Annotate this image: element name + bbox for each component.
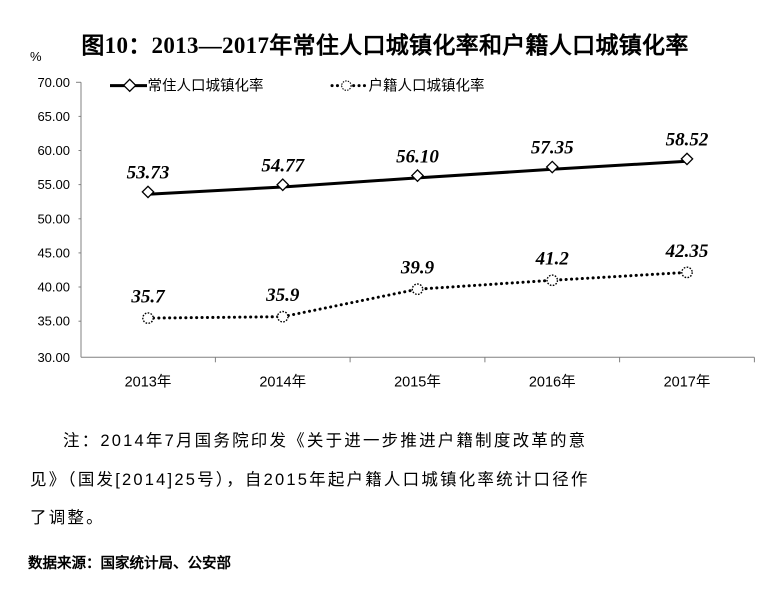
- svg-text:50.00: 50.00: [37, 211, 70, 226]
- svg-text:53.73: 53.73: [127, 163, 170, 184]
- svg-text:39.9: 39.9: [400, 258, 435, 279]
- svg-text:户籍人口城镇化率: 户籍人口城镇化率: [369, 78, 485, 95]
- svg-text:40.00: 40.00: [37, 280, 70, 295]
- svg-text:58.52: 58.52: [666, 130, 709, 151]
- svg-text:2016年: 2016年: [529, 374, 576, 391]
- svg-text:35.9: 35.9: [265, 285, 300, 306]
- svg-text:55.00: 55.00: [37, 177, 70, 192]
- svg-text:30.00: 30.00: [37, 350, 70, 365]
- svg-text:45.00: 45.00: [37, 245, 70, 260]
- svg-text:60.00: 60.00: [37, 143, 70, 158]
- svg-text:2017年: 2017年: [664, 374, 711, 391]
- svg-text:54.77: 54.77: [261, 155, 305, 176]
- svg-text:35.00: 35.00: [37, 314, 70, 329]
- svg-text:2015年: 2015年: [394, 374, 441, 391]
- svg-text:常住人口城镇化率: 常住人口城镇化率: [148, 78, 264, 95]
- svg-text:42.35: 42.35: [665, 241, 709, 262]
- svg-text:70.00: 70.00: [37, 75, 70, 90]
- svg-text:56.10: 56.10: [396, 146, 439, 167]
- svg-text:57.35: 57.35: [531, 138, 574, 159]
- svg-text:41.2: 41.2: [535, 249, 570, 270]
- svg-text:2013年: 2013年: [125, 374, 172, 391]
- svg-text:35.7: 35.7: [130, 287, 166, 308]
- svg-text:2014年: 2014年: [259, 374, 306, 391]
- svg-text:65.00: 65.00: [37, 109, 70, 124]
